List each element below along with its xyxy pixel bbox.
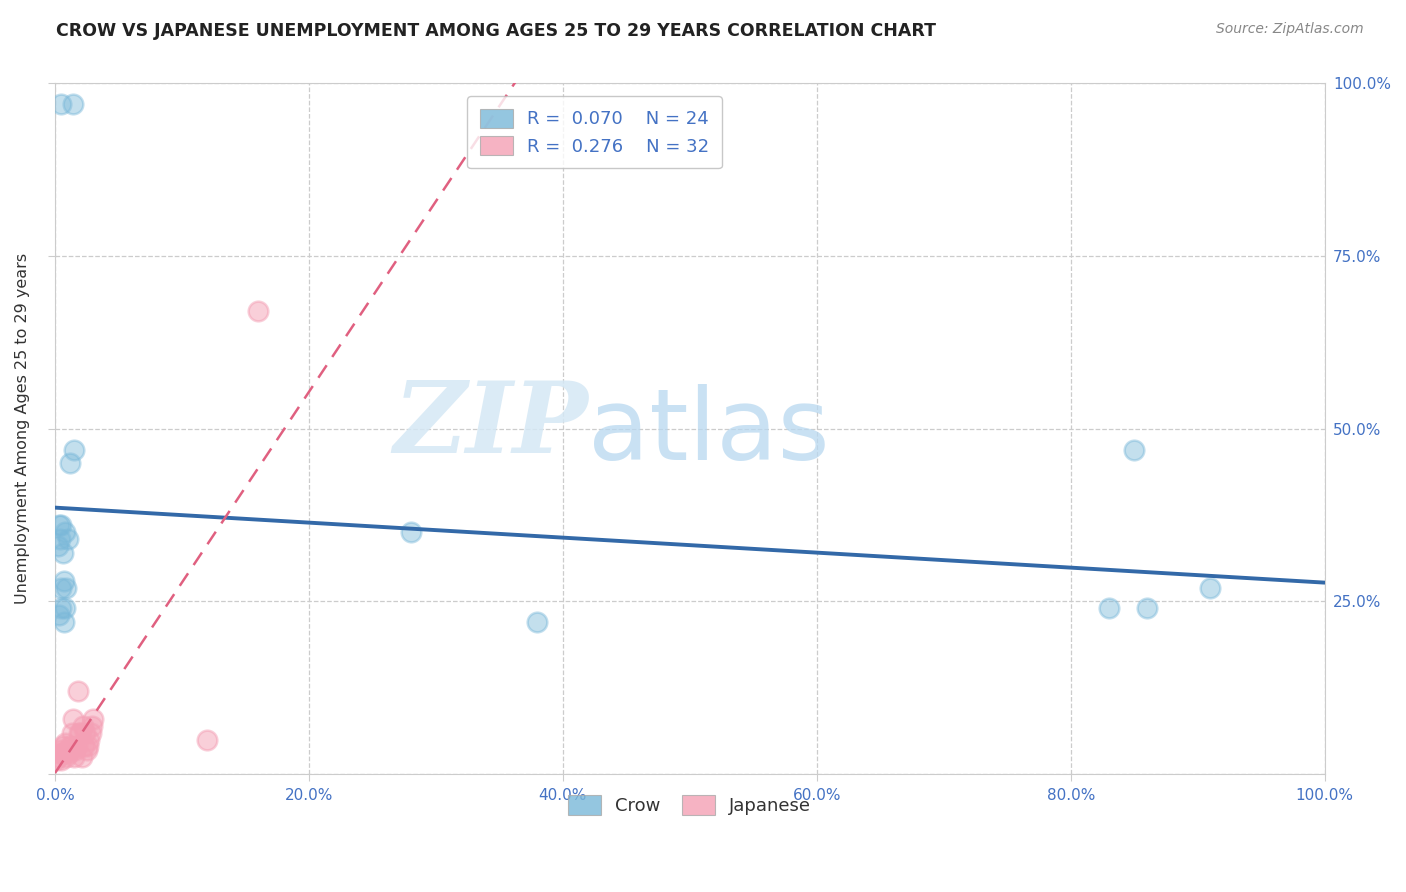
Point [77, 739, 100, 754]
Point [53, 736, 76, 750]
Point [1136, 601, 1159, 615]
Point [52, 747, 75, 761]
Point [51, 753, 73, 767]
Point [51, 581, 73, 595]
Point [70, 749, 93, 764]
Point [79, 725, 101, 739]
Point [247, 304, 270, 318]
Y-axis label: Unemployment Among Ages 25 to 29 years: Unemployment Among Ages 25 to 29 years [15, 253, 30, 605]
Point [66, 684, 89, 698]
Point [62, 712, 84, 726]
Point [62, 97, 84, 112]
Point [526, 615, 548, 630]
Point [1098, 601, 1121, 615]
Text: Source: ZipAtlas.com: Source: ZipAtlas.com [1216, 22, 1364, 37]
Point [46, 539, 69, 553]
Point [51, 518, 73, 533]
Point [49, 533, 72, 547]
Point [48, 518, 70, 533]
Point [52, 574, 75, 588]
Point [75, 725, 97, 739]
Point [52, 615, 75, 630]
Point [46, 749, 69, 764]
Text: ZIP: ZIP [394, 377, 588, 474]
Point [399, 525, 422, 540]
Point [73, 739, 96, 754]
Point [45, 753, 67, 767]
Point [55, 581, 77, 595]
Point [51, 97, 73, 112]
Point [56, 743, 79, 757]
Legend: Crow, Japanese: Crow, Japanese [560, 786, 820, 824]
Point [49, 743, 72, 757]
Point [67, 725, 90, 739]
Point [60, 725, 83, 739]
Text: atlas: atlas [588, 384, 830, 481]
Point [53, 601, 76, 615]
Point [76, 743, 98, 757]
Point [65, 739, 87, 754]
Point [195, 732, 218, 747]
Point [63, 749, 86, 764]
Point [58, 747, 80, 761]
Point [52, 546, 75, 560]
Point [82, 712, 104, 726]
Point [79, 732, 101, 747]
Point [63, 442, 86, 457]
Point [53, 525, 76, 540]
Point [1199, 581, 1222, 595]
Point [1123, 442, 1146, 457]
Point [59, 456, 82, 470]
Point [56, 533, 79, 547]
Text: CROW VS JAPANESE UNEMPLOYMENT AMONG AGES 25 TO 29 YEARS CORRELATION CHART: CROW VS JAPANESE UNEMPLOYMENT AMONG AGES… [56, 22, 936, 40]
Point [52, 739, 75, 754]
Point [72, 719, 94, 733]
Point [69, 725, 91, 739]
Point [48, 747, 70, 761]
Point [51, 601, 73, 615]
Point [48, 608, 70, 623]
Point [65, 743, 87, 757]
Point [80, 719, 103, 733]
Point [55, 749, 77, 764]
Point [59, 739, 82, 754]
